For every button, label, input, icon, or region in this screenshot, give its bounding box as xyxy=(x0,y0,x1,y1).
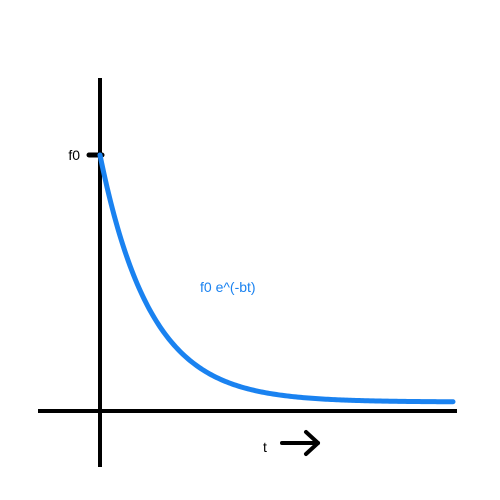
x-arrow-head xyxy=(304,430,320,456)
decay-curve-line xyxy=(97,152,456,405)
y-tick-label-f0: f0 xyxy=(68,147,80,163)
labels: f0 f0 e^(-bt) t xyxy=(68,147,267,455)
axes xyxy=(38,78,457,467)
curve-layer xyxy=(97,152,456,405)
x-axis-label-t: t xyxy=(263,439,267,455)
curve-label: f0 e^(-bt) xyxy=(200,279,256,295)
